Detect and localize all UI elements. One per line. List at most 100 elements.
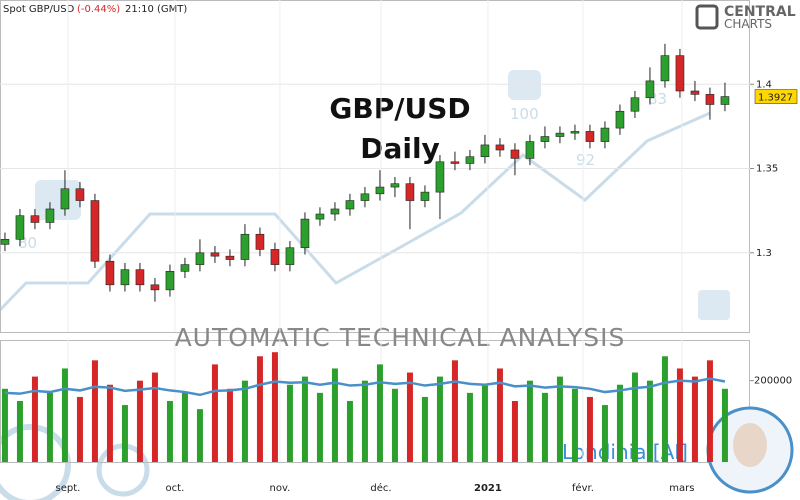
volume-bar	[601, 405, 608, 462]
volume-bar	[241, 380, 248, 462]
volume-bar	[496, 368, 503, 462]
candle-body	[300, 218, 310, 249]
volume-bar	[376, 364, 383, 462]
y-tick-label: 1.4	[756, 79, 772, 90]
change: (-0.44%)	[77, 4, 120, 15]
volume-bar	[106, 384, 113, 462]
volume-bar	[556, 376, 563, 462]
candle-body	[630, 97, 640, 112]
candle-body	[675, 55, 685, 92]
volume-bar	[226, 388, 233, 462]
overlay-icon	[698, 290, 730, 320]
y-tick-label: 1.3	[756, 248, 772, 259]
candle-body	[705, 94, 715, 105]
volume-bar	[76, 396, 83, 462]
overlay-icon	[35, 180, 81, 220]
volume-bar	[121, 405, 128, 462]
volume-bar	[571, 388, 578, 462]
volume-bar	[451, 360, 458, 462]
avatar-face	[733, 423, 767, 467]
chart-title: GBP/USD	[329, 92, 470, 125]
symbol: Spot GBP/USD	[3, 4, 75, 15]
volume-bar	[511, 401, 518, 462]
volume-bar	[526, 380, 533, 462]
x-tick-label: sept.	[56, 483, 81, 494]
candle-body	[195, 252, 205, 265]
volume-bar	[1, 388, 8, 462]
volume-bar	[361, 380, 368, 462]
volume-bar	[331, 368, 338, 462]
candle-body	[405, 183, 415, 201]
volume-frame	[0, 340, 750, 463]
candle-body	[660, 55, 670, 82]
candle-body	[120, 269, 130, 286]
price-tag-label: 1.3927	[758, 93, 793, 104]
volume-bar	[406, 372, 413, 462]
candle-body	[0, 239, 10, 245]
volume-bar	[466, 392, 473, 462]
candle-body	[285, 247, 295, 265]
overlay-line	[0, 111, 711, 312]
volume-bar	[31, 376, 38, 462]
candle-body	[435, 161, 445, 193]
candle-body	[90, 200, 100, 262]
y-tick-label: 1.35	[756, 164, 778, 175]
volume-bar	[706, 360, 713, 462]
volume-bar	[436, 376, 443, 462]
candle-body	[225, 255, 235, 260]
x-tick-label: déc.	[370, 482, 391, 494]
overlay-icon	[0, 424, 71, 500]
volume-ma	[4, 377, 726, 397]
volume-bar	[721, 388, 728, 462]
candle-body	[600, 127, 610, 142]
overlay-label: 100	[510, 105, 539, 123]
volume-bar	[586, 396, 593, 462]
volume-bar	[151, 372, 158, 462]
candle-body	[345, 200, 355, 210]
watermark-text: AUTOMATIC TECHNICAL ANALYSIS	[175, 323, 626, 352]
x-tick-label: févr.	[572, 482, 594, 494]
x-tick-label: oct.	[166, 483, 185, 494]
logo-line1: CENTRAL	[724, 4, 796, 20]
volume-bar	[136, 380, 143, 462]
candle-body	[570, 131, 580, 134]
candle-body	[360, 193, 370, 201]
candle-body	[720, 96, 730, 105]
candle-body	[540, 136, 550, 142]
overlay-label: 92	[576, 151, 595, 169]
candle-body	[180, 264, 190, 272]
volume-bar	[346, 401, 353, 462]
volume-bar	[181, 392, 188, 462]
candle-body	[30, 215, 40, 223]
price-tag	[754, 89, 798, 104]
volume-bar	[631, 372, 638, 462]
volume-bar	[211, 364, 218, 462]
volume-bar	[421, 396, 428, 462]
candle-body	[510, 149, 520, 159]
volume-bar	[61, 368, 68, 462]
x-tick-label: 2021	[474, 483, 502, 494]
candle-body	[555, 132, 565, 137]
candle-body	[615, 110, 625, 129]
volume-bar	[661, 356, 668, 462]
volume-bar	[166, 401, 173, 462]
volume-bar	[46, 392, 53, 462]
volume-bar	[481, 384, 488, 462]
candle-body	[315, 213, 325, 220]
candle-body	[480, 144, 490, 158]
volume-bar	[616, 384, 623, 462]
x-tick-label: nov.	[270, 483, 291, 494]
candle-body	[45, 208, 55, 223]
volume-bar	[646, 380, 653, 462]
volume-bar	[256, 356, 263, 462]
candle-body	[690, 90, 700, 95]
candle-body	[165, 271, 175, 291]
candle-body	[465, 156, 475, 164]
candle-body	[330, 208, 340, 215]
candle-body	[150, 284, 160, 291]
x-tick-label: mars	[669, 483, 694, 494]
volume-bar	[541, 392, 548, 462]
candle-body	[585, 131, 595, 142]
logo-icon	[695, 4, 719, 30]
